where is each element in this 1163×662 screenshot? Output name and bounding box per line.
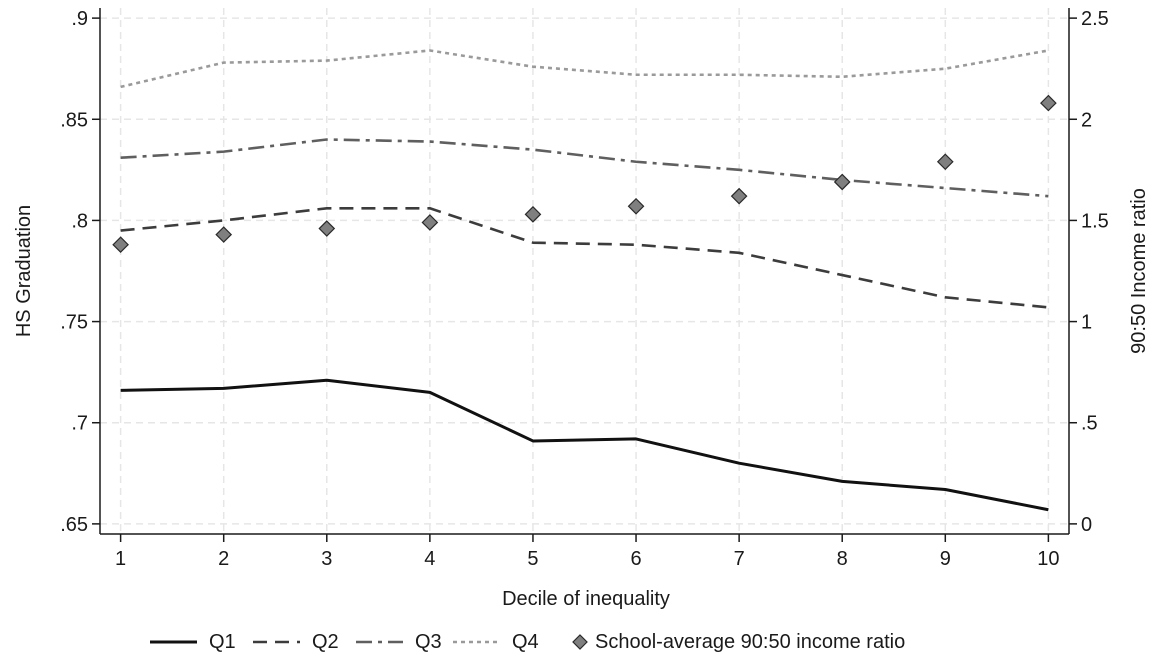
- series-3-line: [120, 138, 1049, 198]
- grid-lines: [100, 8, 1069, 534]
- y2-tick-label: 1.5: [1081, 210, 1109, 232]
- y2-axis-title: 90:50 Income ratio: [1128, 188, 1150, 354]
- x-tick-label: 6: [630, 548, 641, 570]
- series-5-marker: [833, 173, 851, 191]
- y2-tick-label: 0: [1081, 514, 1092, 536]
- x-axis-title: Decile of inequality: [502, 588, 670, 610]
- axes: 1 2 3 4 5 6 7 8 9 10 .65 .7 .75 .8 .85 .9 0 .5 1 1.5 2 2.5: [60, 8, 1109, 570]
- y2-tick-label: 2: [1081, 109, 1092, 131]
- series-1-line: [120, 378, 1049, 512]
- x-tick-label: 9: [940, 548, 951, 570]
- y2-tick-label: .5: [1081, 413, 1098, 435]
- y-tick-label: .75: [60, 312, 88, 334]
- series-5-marker: [215, 226, 233, 243]
- x-tick-label: 5: [527, 548, 538, 570]
- y-tick-label: .65: [60, 514, 88, 536]
- x-tick-label: 8: [837, 548, 848, 570]
- y-tick-label: .7: [71, 413, 88, 435]
- series-2-line: [120, 206, 1049, 309]
- x-tick-label: 1: [115, 548, 126, 570]
- series-4-line: [120, 49, 1049, 89]
- legend-label: Q4: [512, 631, 539, 653]
- x-tick-label: 10: [1037, 548, 1059, 570]
- x-tick-label: 7: [734, 548, 745, 570]
- series-5-marker: [112, 236, 129, 254]
- y2-tick-label: 2.5: [1081, 8, 1109, 30]
- legend-label: School-average 90:50 income ratio: [595, 631, 905, 653]
- series-5-marker: [524, 206, 542, 223]
- legend-swatch: [572, 634, 588, 650]
- series-5-marker: [730, 187, 748, 205]
- series-5-marker: [1040, 94, 1057, 112]
- y-axis-title: HS Graduation: [13, 205, 35, 337]
- legend: Q1 Q2 Q3 Q4 School-average 90:50 income rati…: [150, 631, 905, 653]
- y-tick-label: .9: [71, 8, 88, 30]
- x-tick-label: 3: [321, 548, 332, 570]
- series-5-marker: [936, 153, 954, 171]
- series-5-marker: [421, 214, 439, 231]
- y-tick-label: .8: [71, 210, 88, 232]
- series-5-marker: [318, 220, 336, 237]
- series-layer: [112, 49, 1057, 512]
- y-tick-label: .85: [60, 109, 88, 131]
- legend-label: Q2: [312, 631, 339, 653]
- legend-label: Q1: [209, 631, 236, 653]
- x-tick-label: 4: [424, 548, 435, 570]
- legend-label: Q3: [415, 631, 442, 653]
- x-tick-label: 2: [218, 548, 229, 570]
- series-5-marker: [627, 197, 645, 215]
- y2-tick-label: 1: [1081, 312, 1092, 334]
